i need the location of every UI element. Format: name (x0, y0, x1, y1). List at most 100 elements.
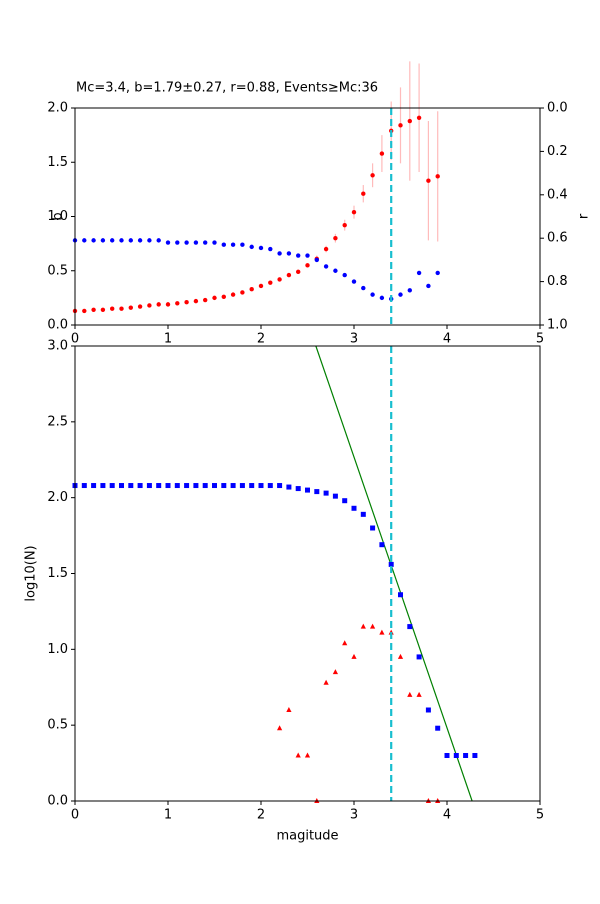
point (407, 288, 412, 293)
point (128, 483, 134, 489)
point (388, 561, 394, 567)
point (184, 483, 190, 489)
point (193, 298, 199, 304)
point (379, 629, 385, 635)
axes-frame (74, 345, 541, 802)
point (221, 242, 226, 247)
point (258, 483, 264, 489)
point (370, 623, 376, 629)
y-tick-label: 0.0 (47, 794, 68, 809)
x-tick-label: 4 (443, 808, 451, 823)
y-tick-label: 3.0 (47, 339, 68, 354)
point (165, 483, 171, 489)
point (397, 653, 404, 659)
point (110, 238, 115, 243)
x-tick-label: 5 (536, 332, 544, 347)
point (91, 483, 97, 489)
point (425, 707, 431, 713)
point (314, 489, 320, 495)
x-tick-label: 3 (350, 808, 358, 823)
x-axis-label: magitude (276, 829, 338, 844)
point (379, 151, 385, 156)
point (230, 483, 236, 489)
point (370, 292, 375, 297)
point (184, 240, 189, 245)
point (128, 305, 133, 310)
point (342, 640, 348, 646)
point (407, 118, 412, 124)
point (435, 725, 441, 731)
x-tick-label: 0 (71, 332, 79, 347)
point (212, 295, 217, 301)
point (240, 242, 245, 247)
point (193, 483, 199, 489)
point (416, 654, 422, 660)
y2-tick-label: 0.4 (547, 187, 568, 202)
point (100, 307, 106, 313)
point (230, 292, 236, 297)
point (156, 302, 161, 307)
point (119, 238, 124, 243)
point (202, 483, 208, 489)
point (416, 270, 422, 276)
point (184, 300, 189, 305)
x-tick-label: 3 (350, 332, 358, 347)
point (277, 483, 283, 489)
y2-tick-label: 1.0 (547, 318, 568, 333)
point (240, 290, 245, 295)
point (333, 236, 338, 241)
x-tick-label: 2 (257, 808, 265, 823)
point (323, 264, 329, 269)
point (295, 752, 301, 758)
point (435, 270, 440, 276)
point (175, 301, 180, 306)
point (128, 238, 133, 243)
point (351, 505, 357, 511)
point (305, 263, 310, 268)
point (91, 307, 96, 313)
point (370, 525, 376, 531)
point (416, 691, 422, 697)
point (295, 486, 301, 492)
point (342, 272, 347, 278)
point (296, 269, 301, 275)
point (82, 238, 87, 243)
y-tick-label: 1.5 (47, 155, 68, 170)
y-axis-label: b (51, 212, 66, 220)
y-tick-label: 0.5 (47, 718, 68, 733)
point (351, 279, 357, 284)
point (361, 191, 366, 196)
x-tick-label: 2 (257, 332, 265, 347)
point (332, 493, 338, 499)
x-tick-label: 1 (164, 808, 172, 823)
point (100, 238, 106, 243)
point (109, 483, 115, 489)
y2-tick-label: 0.6 (547, 231, 568, 246)
point (379, 295, 385, 301)
point (100, 483, 106, 489)
point (398, 592, 403, 598)
y-tick-label: 0.0 (47, 318, 68, 333)
y-tick-label: 2.0 (47, 101, 68, 116)
point (277, 277, 282, 282)
y2-tick-label: 0.2 (547, 144, 568, 159)
y-tick-label: 2.5 (47, 414, 68, 429)
point (212, 483, 217, 489)
y2-tick-label: 0.0 (547, 101, 568, 116)
point (221, 294, 226, 299)
x-tick-label: 5 (536, 808, 544, 823)
point (426, 178, 431, 183)
point (286, 272, 292, 278)
point (267, 483, 273, 489)
y-tick-label: 2.0 (47, 490, 68, 505)
point (305, 487, 310, 493)
y-tick-label: 1.0 (47, 209, 68, 224)
point (147, 303, 152, 308)
point (342, 222, 347, 228)
point (230, 242, 236, 247)
point (110, 306, 115, 311)
point (323, 490, 329, 496)
point (351, 653, 357, 659)
y2-axis-label: r (577, 213, 592, 219)
point (286, 251, 292, 256)
